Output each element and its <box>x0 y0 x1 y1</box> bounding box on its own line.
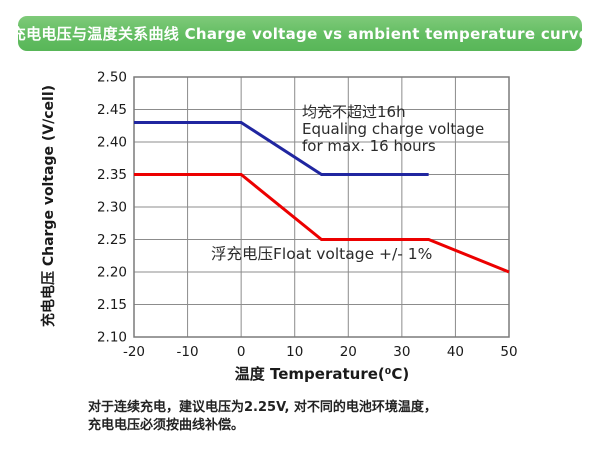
y-tick-label: 2.40 <box>97 135 127 151</box>
x-tick-label: 30 <box>393 344 410 360</box>
series-line-float-voltage <box>134 173 510 274</box>
y-tick-label: 2.30 <box>97 200 127 216</box>
x-tick-label: 20 <box>340 344 357 360</box>
y-tick-label: 2.10 <box>97 330 127 346</box>
y-tick-label: 2.50 <box>97 70 127 86</box>
plot-border <box>133 76 510 338</box>
y-tick-label: 2.25 <box>97 232 127 248</box>
annotation-equalizing-charge: 均充不超过16h Equaling charge voltage for max… <box>302 104 484 155</box>
x-axis-title: 温度 Temperature(⁰C) <box>234 365 410 383</box>
x-tick-label: 0 <box>237 344 246 360</box>
annotation-line: 浮充电压Float voltage +/- 1% <box>211 245 433 263</box>
y-tick-label: 2.45 <box>97 102 127 118</box>
footnote-line-2: 充电电压必须按曲线补偿。 <box>88 417 245 433</box>
annotation-float-voltage: 浮充电压Float voltage +/- 1% <box>211 242 432 264</box>
y-axis-title: 充电电压 Charge voltage (V/cell) <box>41 84 57 328</box>
title-bar: 充电电压与温度关系曲线 Charge voltage vs ambient te… <box>11 16 589 51</box>
y-tick-label: 2.15 <box>97 297 127 313</box>
annotation-line: 均充不超过16h <box>302 103 406 121</box>
annotation-line: Equaling charge voltage <box>302 120 485 138</box>
series-line-equalizing-charge-voltage <box>134 121 429 176</box>
x-tick-label: 40 <box>447 344 464 360</box>
x-tick-label: 50 <box>500 344 517 360</box>
annotation-line: for max. 16 hours <box>302 137 436 155</box>
x-tick-label: -20 <box>123 344 145 360</box>
page-title: 充电电压与温度关系曲线 Charge voltage vs ambient te… <box>10 25 590 43</box>
y-tick-label: 2.20 <box>97 265 127 281</box>
x-tick-label: 10 <box>286 344 303 360</box>
x-tick-label: -10 <box>177 344 199 360</box>
footnote-line-1: 对于连续充电，建议电压为2.25V, 对不同的电池环境温度， <box>88 400 437 415</box>
footnote: 对于连续充电，建议电压为2.25V, 对不同的电池环境温度， 充电电压必须按曲线… <box>88 399 437 434</box>
y-tick-label: 2.35 <box>97 167 127 183</box>
